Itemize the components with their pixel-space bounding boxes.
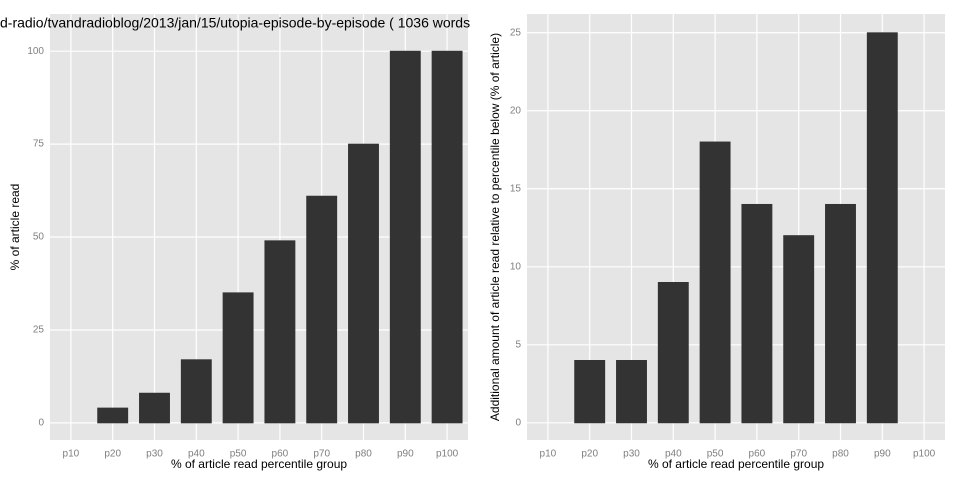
x-tick-label: p20 (104, 449, 121, 460)
x-tick-label: p10 (63, 449, 80, 460)
x-tick-label: p30 (146, 449, 163, 460)
x-tick-label: p40 (665, 449, 682, 460)
bar (866, 32, 898, 424)
y-tick-label: 100 (27, 46, 44, 57)
x-tick-label: p60 (749, 449, 766, 460)
x-axis-label: % of article read percentile group (171, 457, 347, 471)
bar (574, 360, 606, 424)
y-tick-label: 20 (510, 105, 522, 116)
x-tick-label: p30 (623, 449, 640, 460)
bar (699, 141, 731, 424)
y-tick-label: 0 (38, 418, 44, 429)
bar (222, 292, 254, 424)
bar (431, 50, 463, 424)
x-tick-label: p90 (874, 449, 891, 460)
bar (389, 50, 421, 424)
y-axis-label: Additional amount of article read relati… (488, 33, 502, 421)
x-tick-label: p50 (230, 449, 247, 460)
bar (783, 235, 815, 424)
y-tick-label: 10 (510, 261, 522, 272)
y-tick-label: 25 (33, 325, 45, 336)
bar (825, 203, 856, 424)
x-tick-label: p100 (436, 449, 459, 460)
chart-title: d-radio/tvandradioblog/2013/jan/15/utopi… (0, 15, 470, 31)
bar (97, 407, 129, 424)
y-tick-label: 15 (510, 183, 522, 194)
y-tick-label: 50 (33, 232, 45, 243)
y-axis-label: % of article read (8, 184, 22, 271)
x-tick-label: p90 (397, 449, 414, 460)
bar (616, 360, 647, 424)
bar (657, 281, 689, 424)
bar (348, 143, 379, 424)
y-tick-label: 5 (515, 339, 521, 350)
x-tick-label: p100 (913, 449, 936, 460)
x-tick-label: p40 (188, 449, 205, 460)
x-tick-label: p10 (540, 449, 557, 460)
bar (139, 392, 170, 424)
bar (741, 203, 773, 424)
y-tick-label: 0 (515, 417, 521, 428)
bar (306, 195, 338, 424)
x-tick-label: p80 (832, 449, 849, 460)
x-tick-label: p70 (790, 449, 807, 460)
x-axis-label: % of article read percentile group (648, 457, 824, 471)
bar (264, 240, 296, 424)
x-tick-label: p60 (272, 449, 289, 460)
bar (180, 359, 212, 424)
x-tick-label: p50 (707, 449, 724, 460)
x-tick-label: p20 (581, 449, 598, 460)
x-tick-label: p80 (355, 449, 372, 460)
x-tick-label: p70 (313, 449, 330, 460)
y-tick-label: 75 (33, 139, 45, 150)
y-tick-label: 25 (510, 27, 522, 38)
